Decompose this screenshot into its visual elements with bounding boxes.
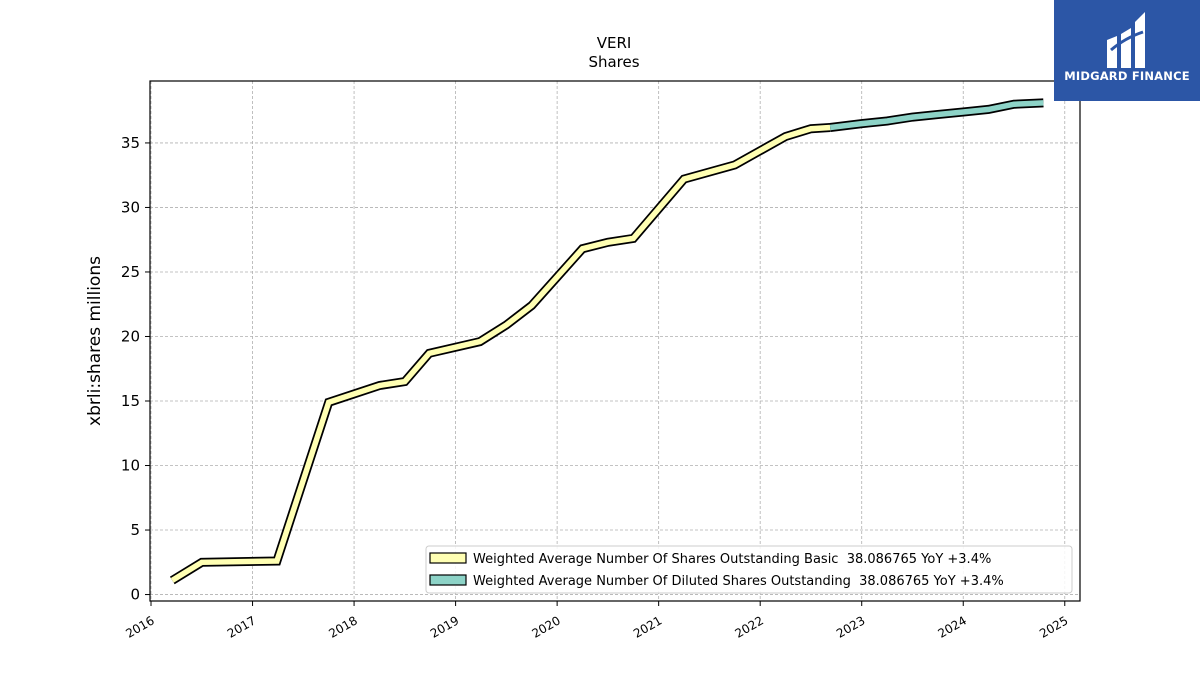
- x-tick-label: 2023: [834, 613, 867, 640]
- x-tick-label: 2020: [529, 613, 562, 640]
- x-tick-label: 2017: [225, 613, 258, 640]
- legend: Weighted Average Number Of Shares Outsta…: [425, 545, 1073, 594]
- legend-swatch-diluted: [429, 574, 467, 586]
- grid-lines: [150, 81, 1080, 601]
- y-tick-label: 25: [121, 263, 140, 281]
- legend-label-diluted: Weighted Average Number Of Diluted Share…: [473, 574, 1004, 589]
- chart-title: VERI: [597, 34, 632, 52]
- y-tick-label: 15: [121, 392, 140, 410]
- x-tick-label: 2019: [428, 613, 461, 640]
- plot-frame: [149, 80, 1081, 602]
- y-tick-label: 10: [121, 457, 140, 475]
- series-1-line: [829, 100, 1044, 131]
- x-tick-label: 2021: [631, 613, 664, 640]
- y-tick-label: 5: [130, 521, 140, 539]
- y-tick-label: 0: [130, 586, 140, 604]
- y-axis-label: xbrli:shares millions: [85, 256, 105, 426]
- y-tick-label: 35: [121, 134, 140, 152]
- series-0-line: [170, 124, 831, 583]
- x-tick-label: 2025: [1037, 613, 1070, 640]
- x-tick-label: 2016: [123, 613, 156, 640]
- logo-text: MIDGARD FINANCE: [1064, 69, 1190, 83]
- series-0-outline: [169, 123, 831, 585]
- legend-box: [425, 545, 1073, 594]
- chart-subtitle: Shares: [588, 53, 639, 71]
- legend-swatch-basic: [429, 552, 467, 564]
- y-tick-label: 20: [121, 327, 140, 345]
- midgard-finance-logo: MIDGARD FINANCE: [1054, 0, 1200, 101]
- series-lines: [169, 98, 1044, 585]
- x-tick-label: 2022: [732, 613, 765, 640]
- legend-label-basic: Weighted Average Number Of Shares Outsta…: [473, 552, 991, 567]
- x-tick-label: 2024: [936, 613, 969, 640]
- midgard-logo-icon: [1107, 12, 1145, 68]
- x-tick-label: 2018: [326, 613, 359, 640]
- y-tick-label: 30: [121, 198, 140, 216]
